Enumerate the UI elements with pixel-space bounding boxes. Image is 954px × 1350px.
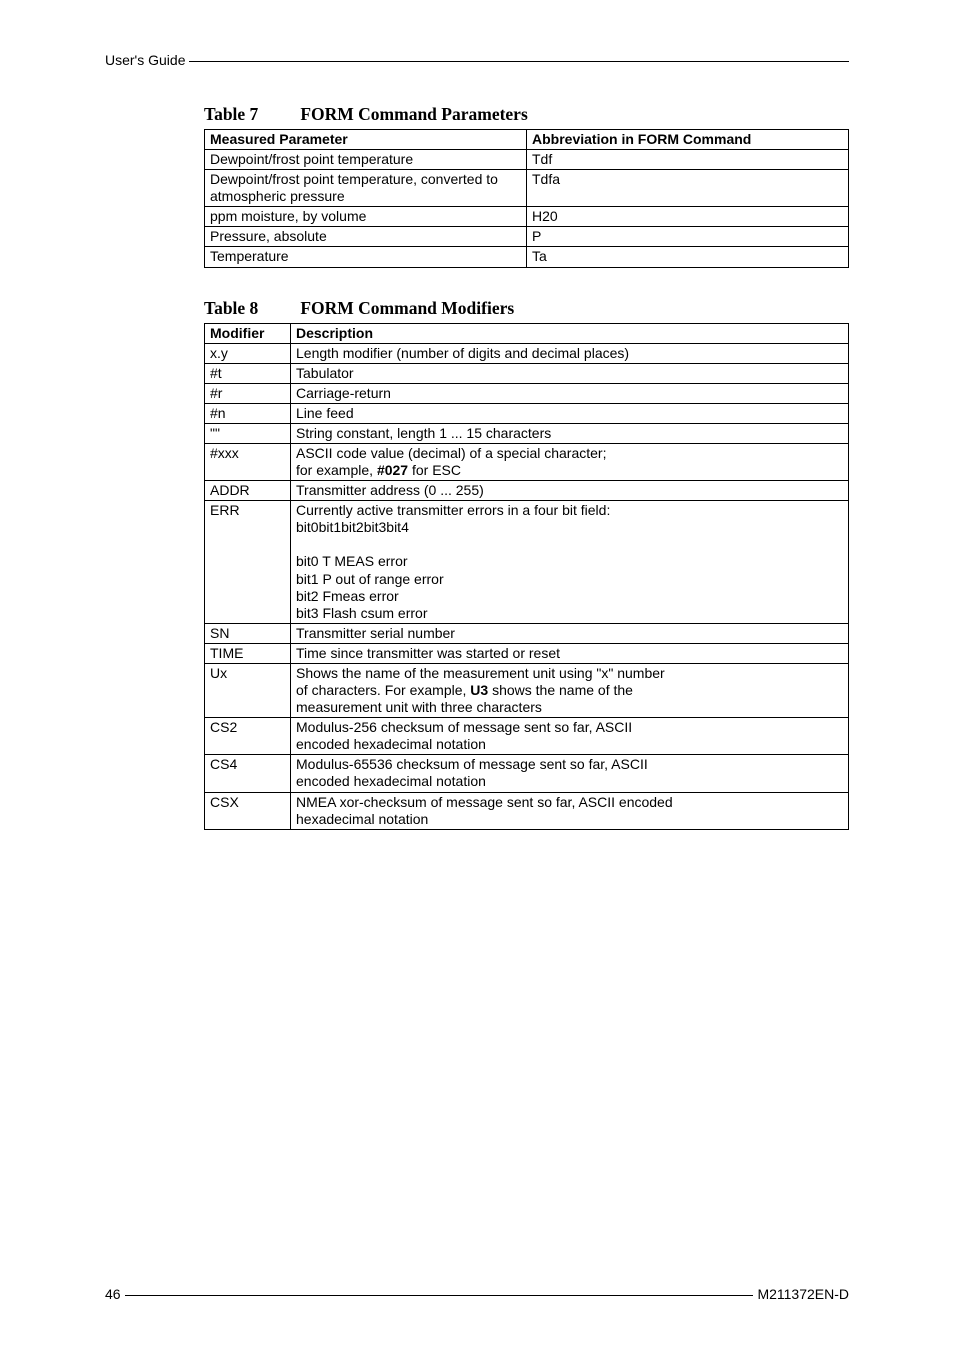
text: NMEA xor-checksum of message sent so far… [296,794,673,810]
cell: H20 [527,207,849,227]
header-text: User's Guide [105,52,185,68]
page-number: 46 [105,1286,121,1302]
table7-title: FORM Command Parameters [300,104,527,124]
cell: Modulus-65536 checksum of message sent s… [291,755,849,792]
table-row: Ux Shows the name of the measurement uni… [205,663,849,717]
table8-head-c2: Description [291,323,849,343]
cell: Modulus-256 checksum of message sent so … [291,718,849,755]
table7-number: Table 7 [204,104,258,124]
cell: x.y [205,343,291,363]
cell: Shows the name of the measurement unit u… [291,663,849,717]
table8: Modifier Description x.yLength modifier … [204,323,849,830]
table-row: x.yLength modifier (number of digits and… [205,343,849,363]
text: bit2 Fmeas error [296,588,399,604]
table-row: ADDRTransmitter address (0 ... 255) [205,481,849,501]
table7-head-c1: Measured Parameter [205,130,527,150]
table-row: ERR Currently active transmitter errors … [205,501,849,624]
text: bit3 Flash csum error [296,605,427,621]
table-row: #tTabulator [205,363,849,383]
cell: #n [205,403,291,423]
cell: Tdfa [527,170,849,207]
cell: Time since transmitter was started or re… [291,643,849,663]
cell: Carriage-return [291,383,849,403]
text: of characters. For example, [296,682,470,698]
text-bold: U3 [470,682,488,698]
text: bit1 P out of range error [296,571,444,587]
table-row: ppm moisture, by volumeH20 [205,207,849,227]
cell: #t [205,363,291,383]
table-row: Dewpoint/frost point temperature, conver… [205,170,849,207]
table-row: #rCarriage-return [205,383,849,403]
table-header-row: Measured Parameter Abbreviation in FORM … [205,130,849,150]
table-row: CS2 Modulus-256 checksum of message sent… [205,718,849,755]
text: bit0bit1bit2bit3bit4 [296,519,409,535]
cell: Line feed [291,403,849,423]
cell: Dewpoint/frost point temperature [205,150,527,170]
cell: Transmitter serial number [291,623,849,643]
page-header: User's Guide [105,52,849,68]
text: encoded hexadecimal notation [296,736,486,752]
cell: Ux [205,663,291,717]
cell: "" [205,423,291,443]
cell: Pressure, absolute [205,227,527,247]
table-header-row: Modifier Description [205,323,849,343]
table8-title: FORM Command Modifiers [300,298,514,318]
table-row: #xxx ASCII code value (decimal) of a spe… [205,444,849,481]
cell: ADDR [205,481,291,501]
table7: Measured Parameter Abbreviation in FORM … [204,129,849,268]
text: shows the name of the [488,682,633,698]
cell: Transmitter address (0 ... 255) [291,481,849,501]
cell: #r [205,383,291,403]
cell: CS4 [205,755,291,792]
text: measurement unit with three characters [296,699,542,715]
cell: P [527,227,849,247]
document-id: M211372EN-D [757,1286,849,1302]
header-rule [189,61,849,62]
text: hexadecimal notation [296,811,428,827]
text: Shows the name of the measurement unit u… [296,665,665,681]
text: for example, [296,462,377,478]
text: for ESC [408,462,461,478]
page-footer: 46 M211372EN-D [105,1286,849,1302]
table-row: Dewpoint/frost point temperatureTdf [205,150,849,170]
table8-caption: Table 8 FORM Command Modifiers [204,298,849,319]
table7-caption: Table 7 FORM Command Parameters [204,104,849,125]
text: Modulus-256 checksum of message sent so … [296,719,632,735]
table7-head-c2: Abbreviation in FORM Command [527,130,849,150]
text: encoded hexadecimal notation [296,773,486,789]
cell: TIME [205,643,291,663]
cell: Ta [527,247,849,267]
cell: Tabulator [291,363,849,383]
table8-number: Table 8 [204,298,258,318]
cell: SN [205,623,291,643]
table-row: CSX NMEA xor-checksum of message sent so… [205,792,849,829]
cell: Temperature [205,247,527,267]
cell: NMEA xor-checksum of message sent so far… [291,792,849,829]
text: Modulus-65536 checksum of message sent s… [296,756,648,772]
cell: ASCII code value (decimal) of a special … [291,444,849,481]
table-row: TemperatureTa [205,247,849,267]
text: bit0 T MEAS error [296,553,408,569]
table8-head-c1: Modifier [205,323,291,343]
table-row: TIMETime since transmitter was started o… [205,643,849,663]
cell: CSX [205,792,291,829]
cell: String constant, length 1 ... 15 charact… [291,423,849,443]
cell: ERR [205,501,291,624]
text: Currently active transmitter errors in a… [296,502,610,518]
cell: ppm moisture, by volume [205,207,527,227]
text: ASCII code value (decimal) of a special … [296,445,606,461]
cell: Currently active transmitter errors in a… [291,501,849,624]
table-row: CS4 Modulus-65536 checksum of message se… [205,755,849,792]
cell: Tdf [527,150,849,170]
cell: CS2 [205,718,291,755]
cell: Dewpoint/frost point temperature, conver… [205,170,527,207]
text-bold: #027 [377,462,408,478]
table-row: #nLine feed [205,403,849,423]
cell: Length modifier (number of digits and de… [291,343,849,363]
cell: #xxx [205,444,291,481]
table-row: ""String constant, length 1 ... 15 chara… [205,423,849,443]
table-row: Pressure, absoluteP [205,227,849,247]
table-row: SNTransmitter serial number [205,623,849,643]
footer-rule [125,1295,754,1296]
